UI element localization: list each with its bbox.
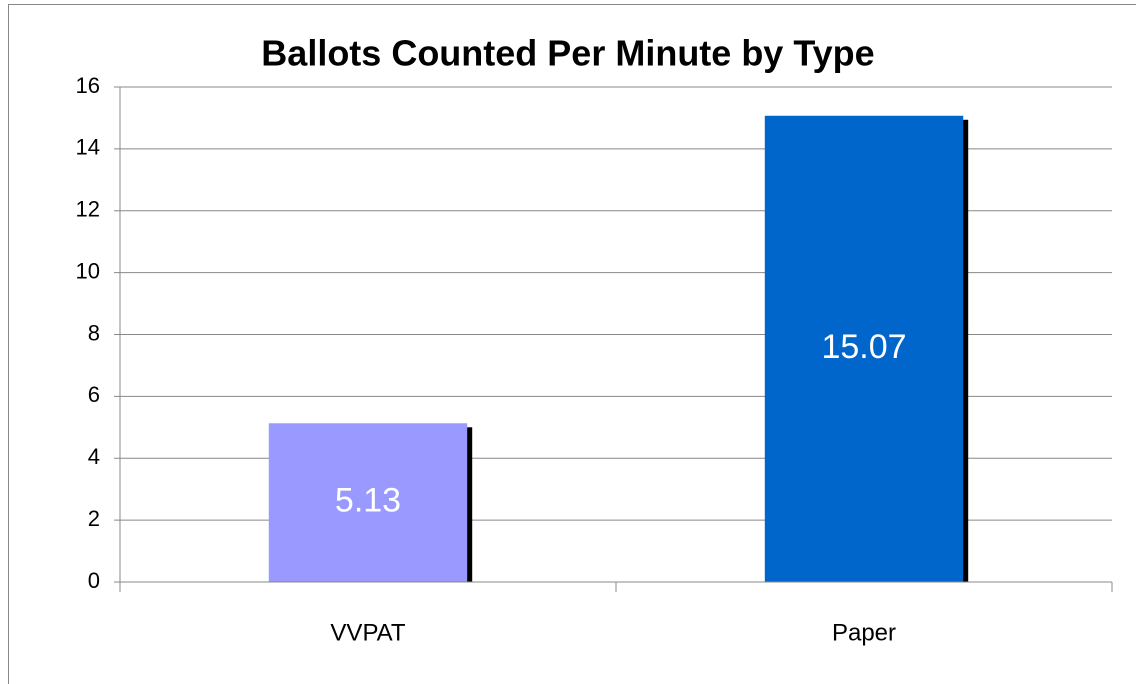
data-label: 15.07 bbox=[821, 328, 906, 366]
y-tick-label: 8 bbox=[88, 320, 100, 345]
x-tick-label: Paper bbox=[832, 619, 896, 646]
data-label: 5.13 bbox=[335, 482, 401, 520]
y-tick-label: 2 bbox=[88, 506, 100, 531]
chart-title: Ballots Counted Per Minute by Type bbox=[261, 33, 874, 74]
y-tick-label: 0 bbox=[88, 568, 100, 593]
y-tick-label: 6 bbox=[88, 382, 100, 407]
y-tick-label: 12 bbox=[76, 197, 100, 222]
y-tick-label: 10 bbox=[76, 258, 100, 283]
y-tick-label: 4 bbox=[88, 444, 100, 469]
bar bbox=[764, 115, 964, 582]
y-tick-label: 14 bbox=[76, 135, 100, 160]
x-tick-label: VVPAT bbox=[330, 619, 405, 646]
y-tick-label: 16 bbox=[76, 73, 100, 98]
bar bbox=[268, 423, 468, 582]
